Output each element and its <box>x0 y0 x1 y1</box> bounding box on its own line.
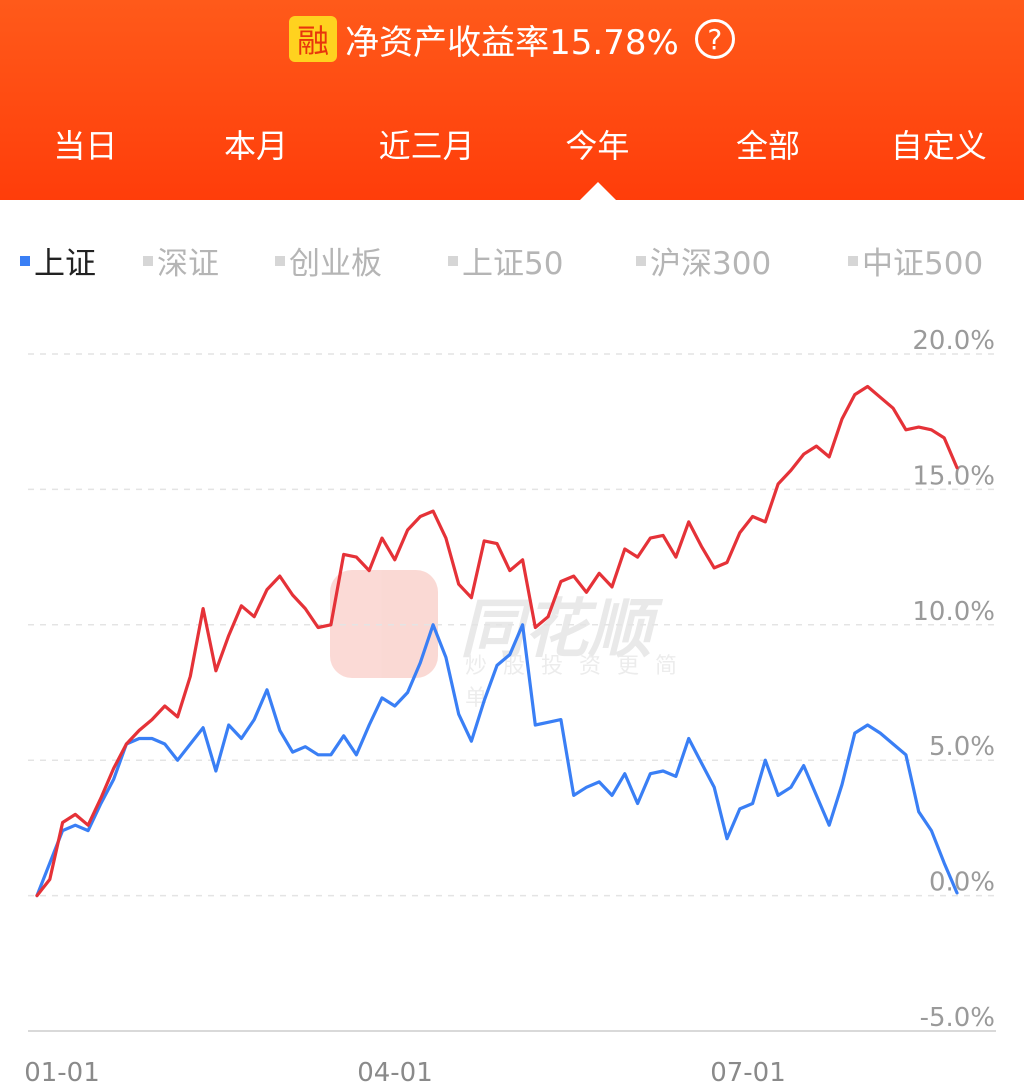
index-tab-csi500[interactable]: 中证500 <box>848 238 983 283</box>
index-tab-shanghai[interactable]: 上证 <box>20 238 96 283</box>
legend-square-icon <box>636 255 646 266</box>
index-tab-csi300[interactable]: 沪深300 <box>636 238 771 283</box>
y-tick-label: 10.0% <box>912 597 995 627</box>
y-tick-label: 20.0% <box>912 326 995 356</box>
index-tab-label: 中证500 <box>862 246 984 282</box>
index-tab-sse50[interactable]: 上证50 <box>448 238 563 283</box>
tab-last-three-months[interactable]: 近三月 <box>378 127 475 165</box>
rong-badge-icon: 融 <box>289 16 338 62</box>
x-tick-label: 01-01 <box>24 1058 100 1088</box>
index-tab-label: 创业板 <box>289 246 382 282</box>
index-tab-shenzhen[interactable]: 深证 <box>143 238 219 283</box>
legend-square-icon <box>848 255 858 266</box>
legend-square-icon <box>448 255 458 266</box>
page-title: 净资产收益率15.78% <box>345 22 679 63</box>
help-icon[interactable]: ? <box>694 19 735 59</box>
index-selector: 上证 深证 创业板 上证50 沪深300 中证500 <box>0 238 1024 286</box>
account-return-line <box>35 384 959 898</box>
y-tick-label: -5.0% <box>920 1003 995 1033</box>
active-tab-caret-icon <box>580 182 616 200</box>
period-tabs: 当日 本月 近三月 今年 全部 自定义 <box>0 120 1024 172</box>
index-tab-label: 上证50 <box>462 246 564 282</box>
y-tick-label: 5.0% <box>929 732 995 762</box>
x-tick-label: 04-01 <box>357 1058 433 1088</box>
y-tick-label: 0.0% <box>929 868 995 898</box>
watermark-slogan: 炒股投资更简单 <box>465 654 694 711</box>
legend-square-icon <box>275 255 285 266</box>
watermark-brand: 同花顺 <box>460 593 652 667</box>
legend-square-icon <box>20 255 30 266</box>
index-tab-label: 深证 <box>157 246 219 282</box>
y-tick-label: 15.0% <box>912 461 995 491</box>
index-tab-label: 上证 <box>34 246 96 282</box>
index-tab-chinext[interactable]: 创业板 <box>275 238 382 283</box>
index-tab-label: 沪深300 <box>650 246 772 282</box>
title-row: 融 净资产收益率15.78% ? <box>0 14 1024 64</box>
tab-all[interactable]: 全部 <box>736 127 801 165</box>
tab-this-year[interactable]: 今年 <box>565 127 630 165</box>
tab-today[interactable]: 当日 <box>53 127 118 165</box>
x-tick-label: 07-01 <box>710 1058 786 1088</box>
tab-custom[interactable]: 自定义 <box>890 127 987 165</box>
performance-chart[interactable]: 20.0% 15.0% 10.0% 5.0% 0.0% -5.0% 01-01 04-01 07… <box>0 290 1024 1092</box>
watermark: 同花顺 炒股投资更简单 <box>330 570 700 711</box>
tab-this-month[interactable]: 本月 <box>224 127 289 165</box>
legend-square-icon <box>143 255 153 266</box>
header: 融 净资产收益率15.78% ? 当日 本月 近三月 今年 全部 自定义 <box>0 0 1024 200</box>
shanghai-index-line <box>35 623 959 898</box>
